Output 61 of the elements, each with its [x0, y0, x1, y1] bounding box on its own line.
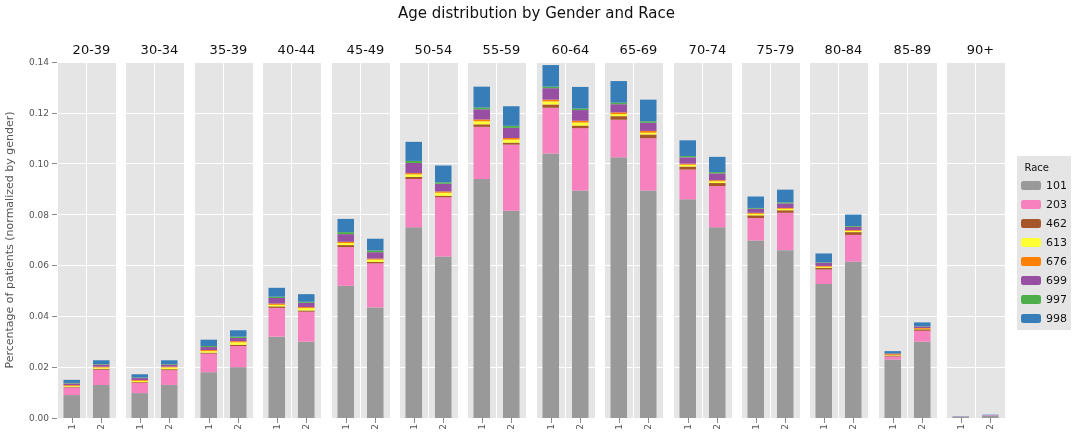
chart-title: 40-44 [277, 42, 316, 57]
x-tick-label: 1 [819, 424, 830, 430]
x-tick-label: 1 [887, 424, 898, 430]
chart-title: 75-79 [756, 42, 795, 57]
legend-label: 699 [1046, 274, 1068, 287]
y-tick-label: 0.08 [28, 209, 50, 220]
x-tick-label: 1 [340, 424, 351, 430]
chart-title: 80-84 [825, 42, 863, 57]
chart-title: 85-89 [893, 42, 932, 57]
legend-label: 462 [1046, 217, 1068, 230]
legend-label: 101 [1046, 179, 1068, 192]
y-tick-label: 0.12 [28, 107, 49, 118]
x-tick-label: 1 [135, 424, 146, 430]
x-tick-label: 2 [438, 424, 449, 430]
legend-label: 998 [1046, 312, 1068, 325]
x-tick-label: 1 [613, 424, 624, 430]
chart-title: 70-74 [688, 42, 726, 57]
legend-label: 997 [1046, 293, 1068, 306]
x-tick-label: 1 [66, 424, 77, 430]
chart-title: 60-64 [551, 42, 590, 57]
x-tick-label: 1 [408, 424, 419, 430]
y-tick-label: 0.00 [28, 413, 50, 423]
x-tick-label: 1 [477, 424, 488, 430]
x-tick-label: 2 [369, 424, 380, 430]
x-tick-label: 1 [271, 424, 282, 430]
chart-title: 55-59 [483, 42, 521, 57]
y-tick-label: 0.06 [28, 260, 50, 271]
chart-title: 20-39 [72, 42, 111, 57]
legend-title: Race [1024, 161, 1050, 173]
x-tick-label: 2 [985, 424, 996, 430]
x-tick-label: 1 [955, 424, 966, 430]
y-tick-label: 0.14 [28, 57, 50, 67]
x-tick-label: 1 [203, 424, 214, 430]
legend-label: 613 [1046, 236, 1068, 249]
x-tick-label: 1 [545, 424, 556, 430]
x-tick-label: 2 [506, 424, 517, 430]
x-tick-label: 2 [643, 424, 654, 430]
chart-title: 35-39 [209, 42, 248, 57]
x-tick-label: 2 [848, 424, 859, 430]
legend-label: 676 [1046, 255, 1068, 268]
x-tick-label: 2 [575, 424, 586, 430]
chart-title: 45-49 [346, 42, 384, 57]
chart-title: 65-69 [619, 42, 658, 57]
x-tick-label: 2 [96, 424, 107, 430]
x-tick-label: 2 [233, 424, 244, 430]
text: Age distribution by Gender and Race [397, 4, 676, 22]
chart-title: 30-34 [141, 42, 179, 57]
x-tick-label: 2 [917, 424, 928, 430]
chart-title: 90+ [966, 42, 995, 57]
x-tick-label: 1 [682, 424, 693, 430]
y-axis-title: Percentage of patients (normalized by gender) [3, 111, 16, 369]
x-tick-label: 1 [750, 424, 761, 430]
x-tick-label: 2 [301, 424, 312, 430]
legend-label: 203 [1046, 198, 1068, 211]
y-tick-label: 0.10 [28, 158, 50, 169]
x-tick-label: 2 [780, 424, 791, 430]
x-tick-label: 2 [711, 424, 722, 430]
y-tick-label: 0.02 [28, 362, 49, 373]
x-tick-label: 2 [164, 424, 175, 430]
chart-title: 50-54 [414, 42, 453, 57]
y-tick-label: 0.04 [28, 311, 50, 322]
